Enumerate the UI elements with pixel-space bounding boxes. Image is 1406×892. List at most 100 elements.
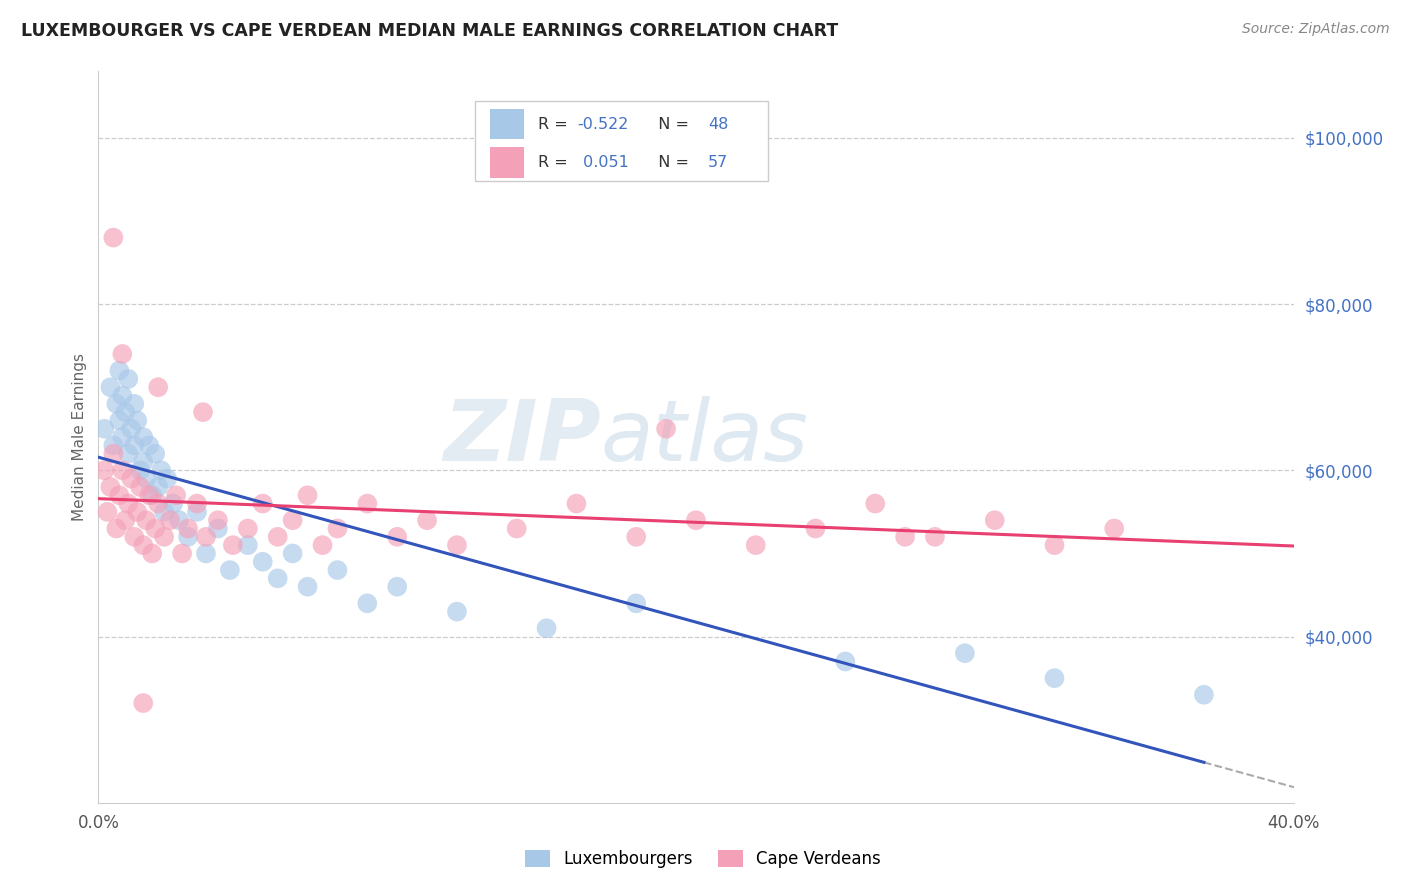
Point <box>506 521 529 535</box>
Point <box>108 413 131 427</box>
Y-axis label: Median Male Earnings: Median Male Earnings <box>72 353 87 521</box>
Point <box>135 513 157 527</box>
Point <box>804 521 827 535</box>
Point <box>685 513 707 527</box>
Point <box>93 422 115 436</box>
Point <box>148 480 170 494</box>
Point <box>1192 688 1215 702</box>
Point <box>93 463 115 477</box>
Point <box>177 530 200 544</box>
Point <box>135 472 157 486</box>
Point <box>148 497 170 511</box>
Point <box>132 696 155 710</box>
Point <box>311 538 333 552</box>
Point <box>103 438 125 452</box>
Point <box>105 521 128 535</box>
Point <box>195 530 218 544</box>
Point <box>745 538 768 552</box>
Point <box>114 405 136 419</box>
Point <box>132 430 155 444</box>
Point <box>138 488 160 502</box>
Point <box>117 497 139 511</box>
Point <box>153 530 176 544</box>
Point <box>953 646 976 660</box>
Point <box>132 538 155 552</box>
Text: N =: N = <box>648 155 695 170</box>
Point <box>186 497 208 511</box>
Point <box>326 563 349 577</box>
Point <box>1104 521 1126 535</box>
Text: LUXEMBOURGER VS CAPE VERDEAN MEDIAN MALE EARNINGS CORRELATION CHART: LUXEMBOURGER VS CAPE VERDEAN MEDIAN MALE… <box>21 22 838 40</box>
Point <box>103 230 125 244</box>
Point <box>132 455 155 469</box>
Point <box>1043 538 1066 552</box>
Point <box>103 447 125 461</box>
Point <box>129 480 152 494</box>
Point <box>207 513 229 527</box>
Point <box>124 438 146 452</box>
Point <box>143 521 166 535</box>
Point <box>356 497 378 511</box>
Point <box>120 472 142 486</box>
Legend: Luxembourgers, Cape Verdeans: Luxembourgers, Cape Verdeans <box>519 843 887 875</box>
Point <box>148 380 170 394</box>
Point <box>252 555 274 569</box>
Point <box>281 513 304 527</box>
Text: atlas: atlas <box>600 395 808 479</box>
Text: 57: 57 <box>709 155 728 170</box>
Point <box>195 546 218 560</box>
Point <box>894 530 917 544</box>
Point <box>924 530 946 544</box>
Text: R =: R = <box>538 155 574 170</box>
Point <box>150 463 173 477</box>
Point <box>655 422 678 436</box>
Point <box>141 546 163 560</box>
Point <box>984 513 1007 527</box>
Point <box>446 538 468 552</box>
Point <box>162 497 184 511</box>
Text: 0.051: 0.051 <box>578 155 628 170</box>
Point <box>219 563 242 577</box>
Text: 48: 48 <box>709 117 728 131</box>
Point <box>385 580 409 594</box>
Point <box>297 580 319 594</box>
Point <box>153 505 176 519</box>
Point <box>111 347 134 361</box>
Text: Source: ZipAtlas.com: Source: ZipAtlas.com <box>1241 22 1389 37</box>
FancyBboxPatch shape <box>475 101 768 181</box>
Point <box>120 422 142 436</box>
Point <box>326 521 349 535</box>
Point <box>111 388 134 402</box>
Point <box>177 521 200 535</box>
Point <box>129 463 152 477</box>
Point <box>236 521 259 535</box>
Bar <box>491 109 524 139</box>
Point <box>236 538 259 552</box>
Point <box>267 530 290 544</box>
Point <box>156 472 179 486</box>
Text: N =: N = <box>648 117 695 131</box>
Point <box>96 505 118 519</box>
Text: R =: R = <box>538 117 574 131</box>
Point <box>114 513 136 527</box>
Point <box>565 497 588 511</box>
Point <box>165 488 187 502</box>
Point <box>207 521 229 535</box>
Point <box>252 497 274 511</box>
Point <box>127 413 149 427</box>
Point <box>172 546 194 560</box>
Point <box>159 513 181 527</box>
Point <box>124 530 146 544</box>
Point <box>1043 671 1066 685</box>
Point <box>141 488 163 502</box>
Point <box>98 380 122 394</box>
Point <box>446 605 468 619</box>
Point <box>385 530 409 544</box>
Point <box>222 538 245 552</box>
Point <box>191 405 214 419</box>
Point <box>626 530 648 544</box>
Point <box>626 596 648 610</box>
Point <box>167 513 190 527</box>
Point <box>267 571 290 585</box>
Point <box>117 447 139 461</box>
